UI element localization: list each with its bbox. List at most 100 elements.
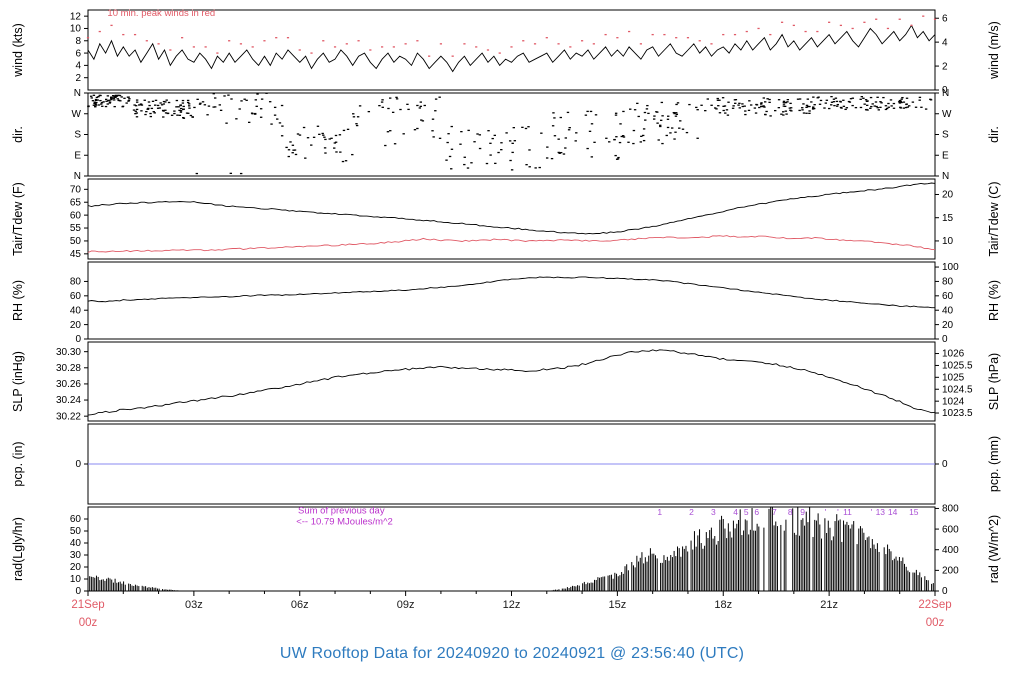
- dir-dot: [102, 101, 105, 103]
- dir-dot: [622, 110, 625, 113]
- peak-dot: [439, 43, 443, 45]
- dir-dot: [127, 99, 131, 102]
- dir-dot: [147, 107, 150, 110]
- peak-dot: [157, 43, 160, 45]
- dir-dot: [676, 102, 680, 104]
- peak-dot: [910, 24, 913, 27]
- dir-dot: [622, 136, 626, 138]
- dir-dot: [323, 147, 327, 149]
- dir-dot: [298, 134, 302, 136]
- dir-dot: [342, 129, 346, 132]
- x-axis-start_label-date: 21Sep: [71, 599, 104, 611]
- dir-dot: [884, 108, 888, 111]
- dir-dot: [355, 124, 359, 127]
- dir-dot: [291, 152, 294, 154]
- dir-dot: [344, 160, 348, 162]
- dir-dot: [546, 146, 549, 148]
- dir-dot: [918, 96, 922, 99]
- dir-dot: [173, 110, 176, 112]
- dir-dot: [114, 94, 118, 97]
- dir-dot: [186, 101, 190, 104]
- y-tick-label-left: 60: [70, 514, 82, 525]
- y-tick-label-left: 0: [75, 586, 81, 597]
- dir-dot: [889, 99, 893, 101]
- dir-dot: [154, 99, 158, 101]
- dir-dot: [817, 96, 820, 98]
- dir-dot: [538, 166, 541, 169]
- dir-dot: [674, 115, 678, 117]
- dir-dot: [356, 116, 360, 118]
- y-tick-label-right: 1024.5: [942, 384, 973, 395]
- dir-dot: [489, 154, 492, 156]
- dir-dot: [346, 128, 350, 131]
- x-axis-start_label-hour: 00z: [79, 617, 98, 629]
- dir-dot: [229, 172, 233, 175]
- peak-dot: [98, 30, 101, 33]
- dir-dot: [173, 112, 176, 115]
- dir-dot: [880, 102, 883, 104]
- dir-dot: [786, 101, 789, 103]
- dir-dot: [863, 103, 866, 105]
- dir-dot: [688, 103, 691, 106]
- dir-dot: [133, 104, 136, 106]
- dir-dot: [162, 100, 166, 103]
- dir-dot: [460, 130, 463, 133]
- y-tick-label-left: 50: [70, 236, 82, 247]
- dir-dot: [710, 104, 713, 106]
- dir-dot: [108, 99, 111, 101]
- dir-dot: [289, 141, 292, 143]
- panel-frame: [87, 261, 936, 340]
- dir-dot: [151, 100, 155, 102]
- dir-dot: [765, 110, 768, 113]
- dir-dot: [575, 132, 578, 134]
- dir-dot: [842, 105, 846, 107]
- y-tick-label-left: 2: [75, 73, 81, 84]
- dir-dot: [219, 109, 223, 111]
- dir-dot: [420, 119, 423, 121]
- dir-dot: [135, 108, 139, 111]
- y-tick-label-left: 40: [70, 305, 82, 316]
- dir-dot: [160, 104, 164, 106]
- peak-dot: [839, 24, 842, 27]
- dir-dot: [170, 114, 174, 116]
- dir-dot: [110, 98, 113, 101]
- dir-dot: [380, 101, 384, 103]
- dir-dot: [545, 157, 549, 159]
- dir-dot: [162, 116, 165, 118]
- dir-dot: [148, 104, 151, 107]
- dir-dot: [178, 109, 181, 112]
- dir-dot: [615, 136, 618, 138]
- dir-dot: [489, 142, 492, 144]
- dir-dot: [466, 167, 470, 169]
- y-tick-label-right: 0: [942, 586, 948, 597]
- dir-dot: [324, 138, 327, 141]
- dir-dot: [681, 128, 685, 130]
- dir-dot: [887, 106, 890, 108]
- dir-dot: [835, 100, 839, 103]
- dir-dot: [784, 110, 788, 112]
- peak-dot: [451, 55, 454, 57]
- dir-dot: [95, 96, 99, 99]
- dir-dot: [733, 99, 737, 101]
- dir-dot: [657, 139, 660, 141]
- dir-dot: [149, 115, 153, 118]
- dir-dot: [586, 110, 589, 113]
- dir-dot: [101, 105, 104, 107]
- dir-dot: [381, 99, 384, 101]
- dir-dot: [94, 99, 98, 102]
- dir-dot: [235, 118, 238, 120]
- dir-dot: [759, 103, 763, 105]
- dir-dot: [438, 137, 442, 139]
- dir-dot: [558, 152, 561, 154]
- peak-dot: [616, 37, 619, 39]
- dir-dot: [358, 105, 362, 107]
- dir-dot: [140, 110, 143, 112]
- dir-dot: [819, 99, 823, 102]
- dir-dot: [823, 107, 826, 109]
- dir-dot: [836, 103, 840, 106]
- peak-dot: [181, 37, 184, 39]
- peak-dot: [263, 40, 266, 42]
- dir-dot: [890, 105, 893, 107]
